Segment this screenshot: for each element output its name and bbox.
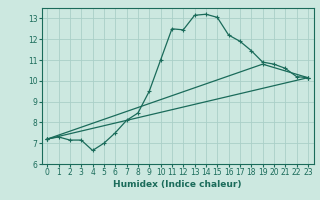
X-axis label: Humidex (Indice chaleur): Humidex (Indice chaleur) <box>113 180 242 189</box>
